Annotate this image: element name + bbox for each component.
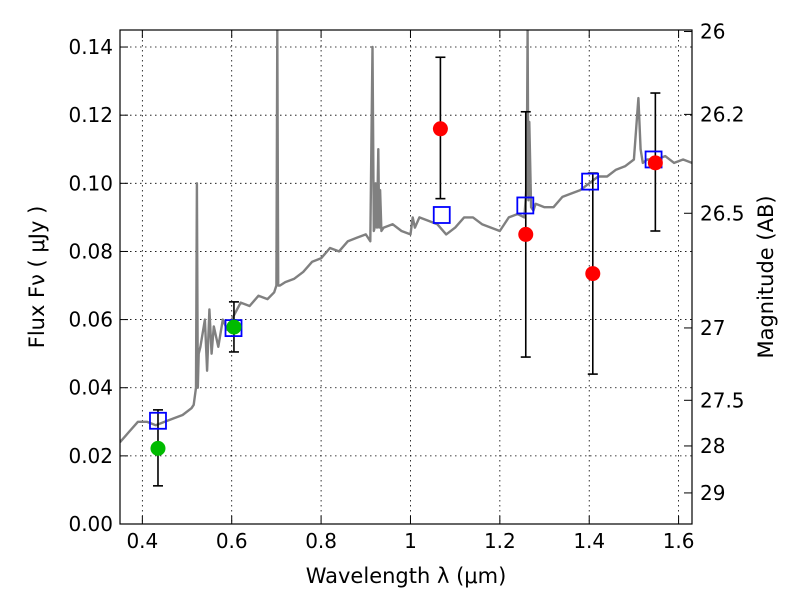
y-tick-label: 0.04 xyxy=(68,376,113,400)
grid xyxy=(120,30,692,525)
observed-point xyxy=(150,440,166,456)
magnitude-tick-label: 26.5 xyxy=(700,201,745,225)
x-tick-label: 1 xyxy=(404,529,417,553)
magnitude-tick-label: 28 xyxy=(700,434,725,458)
ticks: 0.4 0.6 0.8 1 1.2 1.4 1.6 0.00 0.02 0.04 0.06 0.08 0… xyxy=(68,20,744,553)
model-point xyxy=(581,172,600,191)
x-tick-label: 0.4 xyxy=(126,529,158,553)
magnitude-tick-label: 27 xyxy=(700,316,725,340)
y-tick-label: 0.14 xyxy=(68,35,113,59)
y-tick-label: 0.10 xyxy=(68,171,113,195)
magnitude-tick-label: 27.5 xyxy=(700,388,745,412)
model-point xyxy=(149,411,167,430)
x-tick-label: 1.4 xyxy=(573,529,605,553)
y-axis-right-label: Magnitude (AB) xyxy=(754,195,778,358)
observed-point xyxy=(226,319,242,335)
y-tick-label: 0.00 xyxy=(68,512,113,536)
observed-point xyxy=(585,266,601,282)
x-tick-label: 0.8 xyxy=(305,529,337,553)
x-tick-label: 1.2 xyxy=(484,529,516,553)
magnitude-tick-label: 26.2 xyxy=(700,102,745,126)
x-tick-label: 0.6 xyxy=(216,529,248,553)
magnitude-tick-label: 29 xyxy=(700,481,725,505)
y-tick-label: 0.06 xyxy=(68,308,113,332)
y-tick-label: 0.12 xyxy=(68,103,113,127)
x-axis-label: Wavelength λ (μm) xyxy=(306,564,507,588)
observed-point xyxy=(647,155,663,171)
model-point xyxy=(432,206,451,224)
x-tick-label: 1.6 xyxy=(663,529,695,553)
observed-point xyxy=(432,121,448,137)
model-point xyxy=(516,196,535,215)
spectrum-line xyxy=(120,30,692,443)
y-tick-label: 0.02 xyxy=(68,444,113,468)
plot-frame xyxy=(119,29,693,525)
plot-area xyxy=(120,30,692,487)
observed-point xyxy=(518,226,534,242)
magnitude-tick-label: 26 xyxy=(700,20,725,44)
y-tick-label: 0.08 xyxy=(68,239,113,263)
y-axis-label: Flux Fν ( μJy ) xyxy=(25,206,49,349)
